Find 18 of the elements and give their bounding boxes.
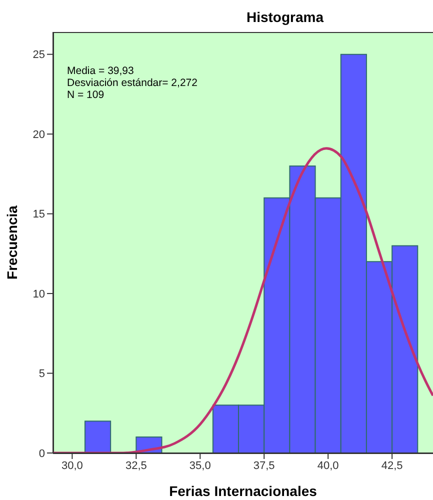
y-tick-label: 20 [32, 128, 45, 141]
y-tick-label: 15 [32, 208, 45, 221]
x-axis-title: Ferias Internacionales [169, 483, 318, 499]
y-tick-label: 5 [38, 368, 45, 380]
x-tick-label: 37,5 [253, 460, 275, 472]
annotation: Media = 39,93 [67, 65, 135, 77]
x-tick-label: 32,5 [125, 460, 147, 472]
annotation: N = 109 [67, 89, 106, 101]
x-tick-label: 40,0 [317, 460, 339, 472]
y-tick-label: 25 [32, 49, 45, 62]
y-tick-label: 10 [32, 288, 45, 300]
x-tick-label: 30,0 [61, 460, 83, 472]
x-tick-label: 42,5 [381, 460, 403, 472]
annotation: Desviación estándar= 2,272 [67, 77, 198, 89]
x-tick-label: 35,0 [189, 460, 211, 472]
y-axis-title: Frecuencia [4, 205, 20, 280]
y-tick-label: 0 [38, 448, 45, 460]
chart-title: Histograma [245, 9, 325, 25]
